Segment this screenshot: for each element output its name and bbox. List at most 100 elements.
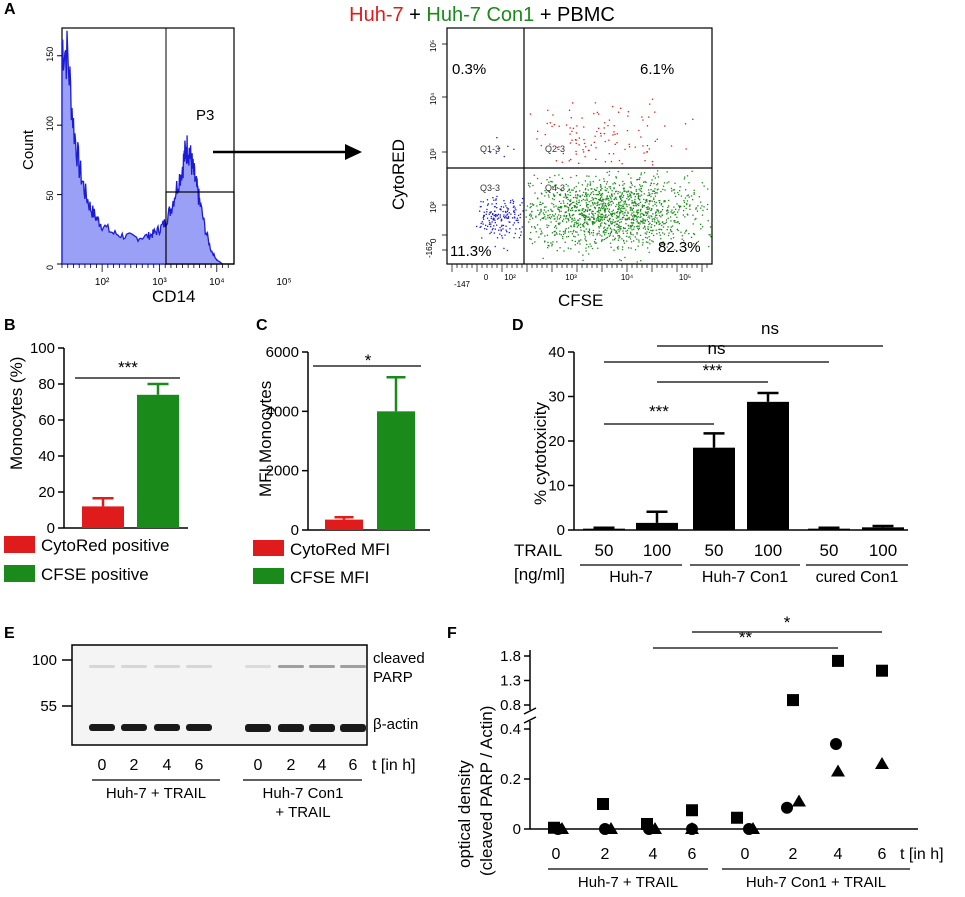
double-pos-dot <box>598 113 600 115</box>
cfse-dot <box>610 222 612 224</box>
x-tick-label: 4 <box>834 846 843 863</box>
cfse-dot <box>587 216 590 218</box>
cfse-dot <box>613 249 615 251</box>
cfse-dot <box>568 208 570 210</box>
cfse-dot <box>569 215 571 217</box>
cfse-dot <box>583 230 585 232</box>
cfse-dot <box>544 190 546 192</box>
cytored-neg-dot <box>506 210 508 213</box>
cfse-dot <box>663 200 665 202</box>
cfse-dot <box>586 209 589 211</box>
cfse-dot <box>539 203 541 206</box>
legend-label: CytoRed positive <box>41 536 170 555</box>
parp-band <box>278 665 304 668</box>
bar <box>747 401 789 530</box>
cfse-dot <box>593 206 596 208</box>
cfse-dot <box>656 217 658 219</box>
cfse-dot <box>614 197 616 199</box>
cfse-dot <box>551 216 553 218</box>
cfse-dot <box>581 213 583 216</box>
cfse-dot <box>590 200 592 202</box>
cfse-dot <box>644 202 646 204</box>
cfse-dot <box>633 216 635 218</box>
cfse-dot <box>584 180 587 182</box>
q1-dot <box>513 148 515 150</box>
y-tick-label: 0.4 <box>500 721 521 738</box>
cfse-dot <box>667 217 669 219</box>
cfse-dot <box>588 209 591 211</box>
cfse-dot <box>657 183 659 185</box>
cfse-dot <box>620 195 622 197</box>
cfse-dot <box>619 212 621 214</box>
cfse-dot <box>648 200 651 202</box>
cfse-dot <box>670 220 672 222</box>
cfse-dot <box>610 213 612 215</box>
point-square <box>876 664 888 677</box>
cytored-neg-dot <box>506 249 509 252</box>
double-pos-dot <box>670 145 673 147</box>
cfse-dot <box>636 238 638 240</box>
double-pos-dot <box>654 140 656 142</box>
cfse-dot <box>684 176 686 178</box>
cfse-dot <box>601 200 603 202</box>
cfse-dot <box>553 218 555 220</box>
cfse-dot <box>659 202 661 204</box>
cfse-dot <box>589 209 592 211</box>
cfse-dot <box>587 218 589 221</box>
cfse-dot <box>603 178 605 180</box>
double-pos-dot <box>600 135 602 137</box>
cfse-dot <box>673 189 676 191</box>
double-pos-dot <box>582 149 584 151</box>
cfse-dot <box>637 194 640 196</box>
cytored-neg-dot <box>480 200 482 203</box>
cfse-dot <box>556 250 558 252</box>
cfse-dot <box>677 229 679 232</box>
cfse-dot <box>583 234 586 236</box>
cytored-neg-dot <box>513 211 515 213</box>
cfse-dot <box>549 176 551 179</box>
cfse-dot <box>671 212 673 214</box>
cfse-dot <box>565 197 567 199</box>
group-label: Huh-7 + TRAIL <box>578 874 678 891</box>
cfse-dot <box>541 232 543 234</box>
cfse-dot <box>584 219 586 221</box>
cfse-dot <box>642 219 644 221</box>
cytored-neg-dot <box>499 214 501 216</box>
cfse-dot <box>592 224 594 226</box>
cfse-dot <box>629 225 631 228</box>
double-pos-dot <box>536 138 538 140</box>
cfse-dot <box>529 218 531 221</box>
cfse-dot <box>554 174 556 177</box>
double-pos-dot <box>685 148 687 150</box>
cfse-dot <box>601 187 603 189</box>
cfse-dot <box>651 230 653 232</box>
cfse-dot <box>631 209 633 212</box>
cfse-dot <box>606 181 608 183</box>
cfse-dot <box>630 219 633 221</box>
cytored-neg-dot <box>501 237 504 239</box>
cfse-dot <box>590 232 593 234</box>
cytored-neg-dot <box>511 199 514 201</box>
cfse-dot <box>641 191 643 193</box>
cfse-dot <box>599 197 602 199</box>
cfse-dot <box>610 223 613 225</box>
cfse-dot <box>604 234 606 236</box>
cytored-neg-dot <box>486 208 488 211</box>
cfse-dot <box>567 210 570 212</box>
cfse-dot <box>644 232 646 234</box>
cfse-dot <box>598 212 600 214</box>
cfse-dot <box>592 216 594 219</box>
cfse-dot <box>567 217 569 220</box>
cfse-dot <box>633 211 635 213</box>
cytored-neg-dot <box>488 223 491 225</box>
cfse-dot <box>598 230 600 232</box>
cfse-dot <box>583 214 585 216</box>
cfse-dot <box>642 213 644 215</box>
cfse-dot <box>588 229 591 232</box>
cfse-dot <box>553 215 555 217</box>
legend-swatch <box>4 565 35 582</box>
cfse-dot <box>609 232 612 234</box>
cfse-dot <box>610 220 612 223</box>
cytored-neg-dot <box>496 215 499 217</box>
cfse-dot <box>619 226 621 228</box>
